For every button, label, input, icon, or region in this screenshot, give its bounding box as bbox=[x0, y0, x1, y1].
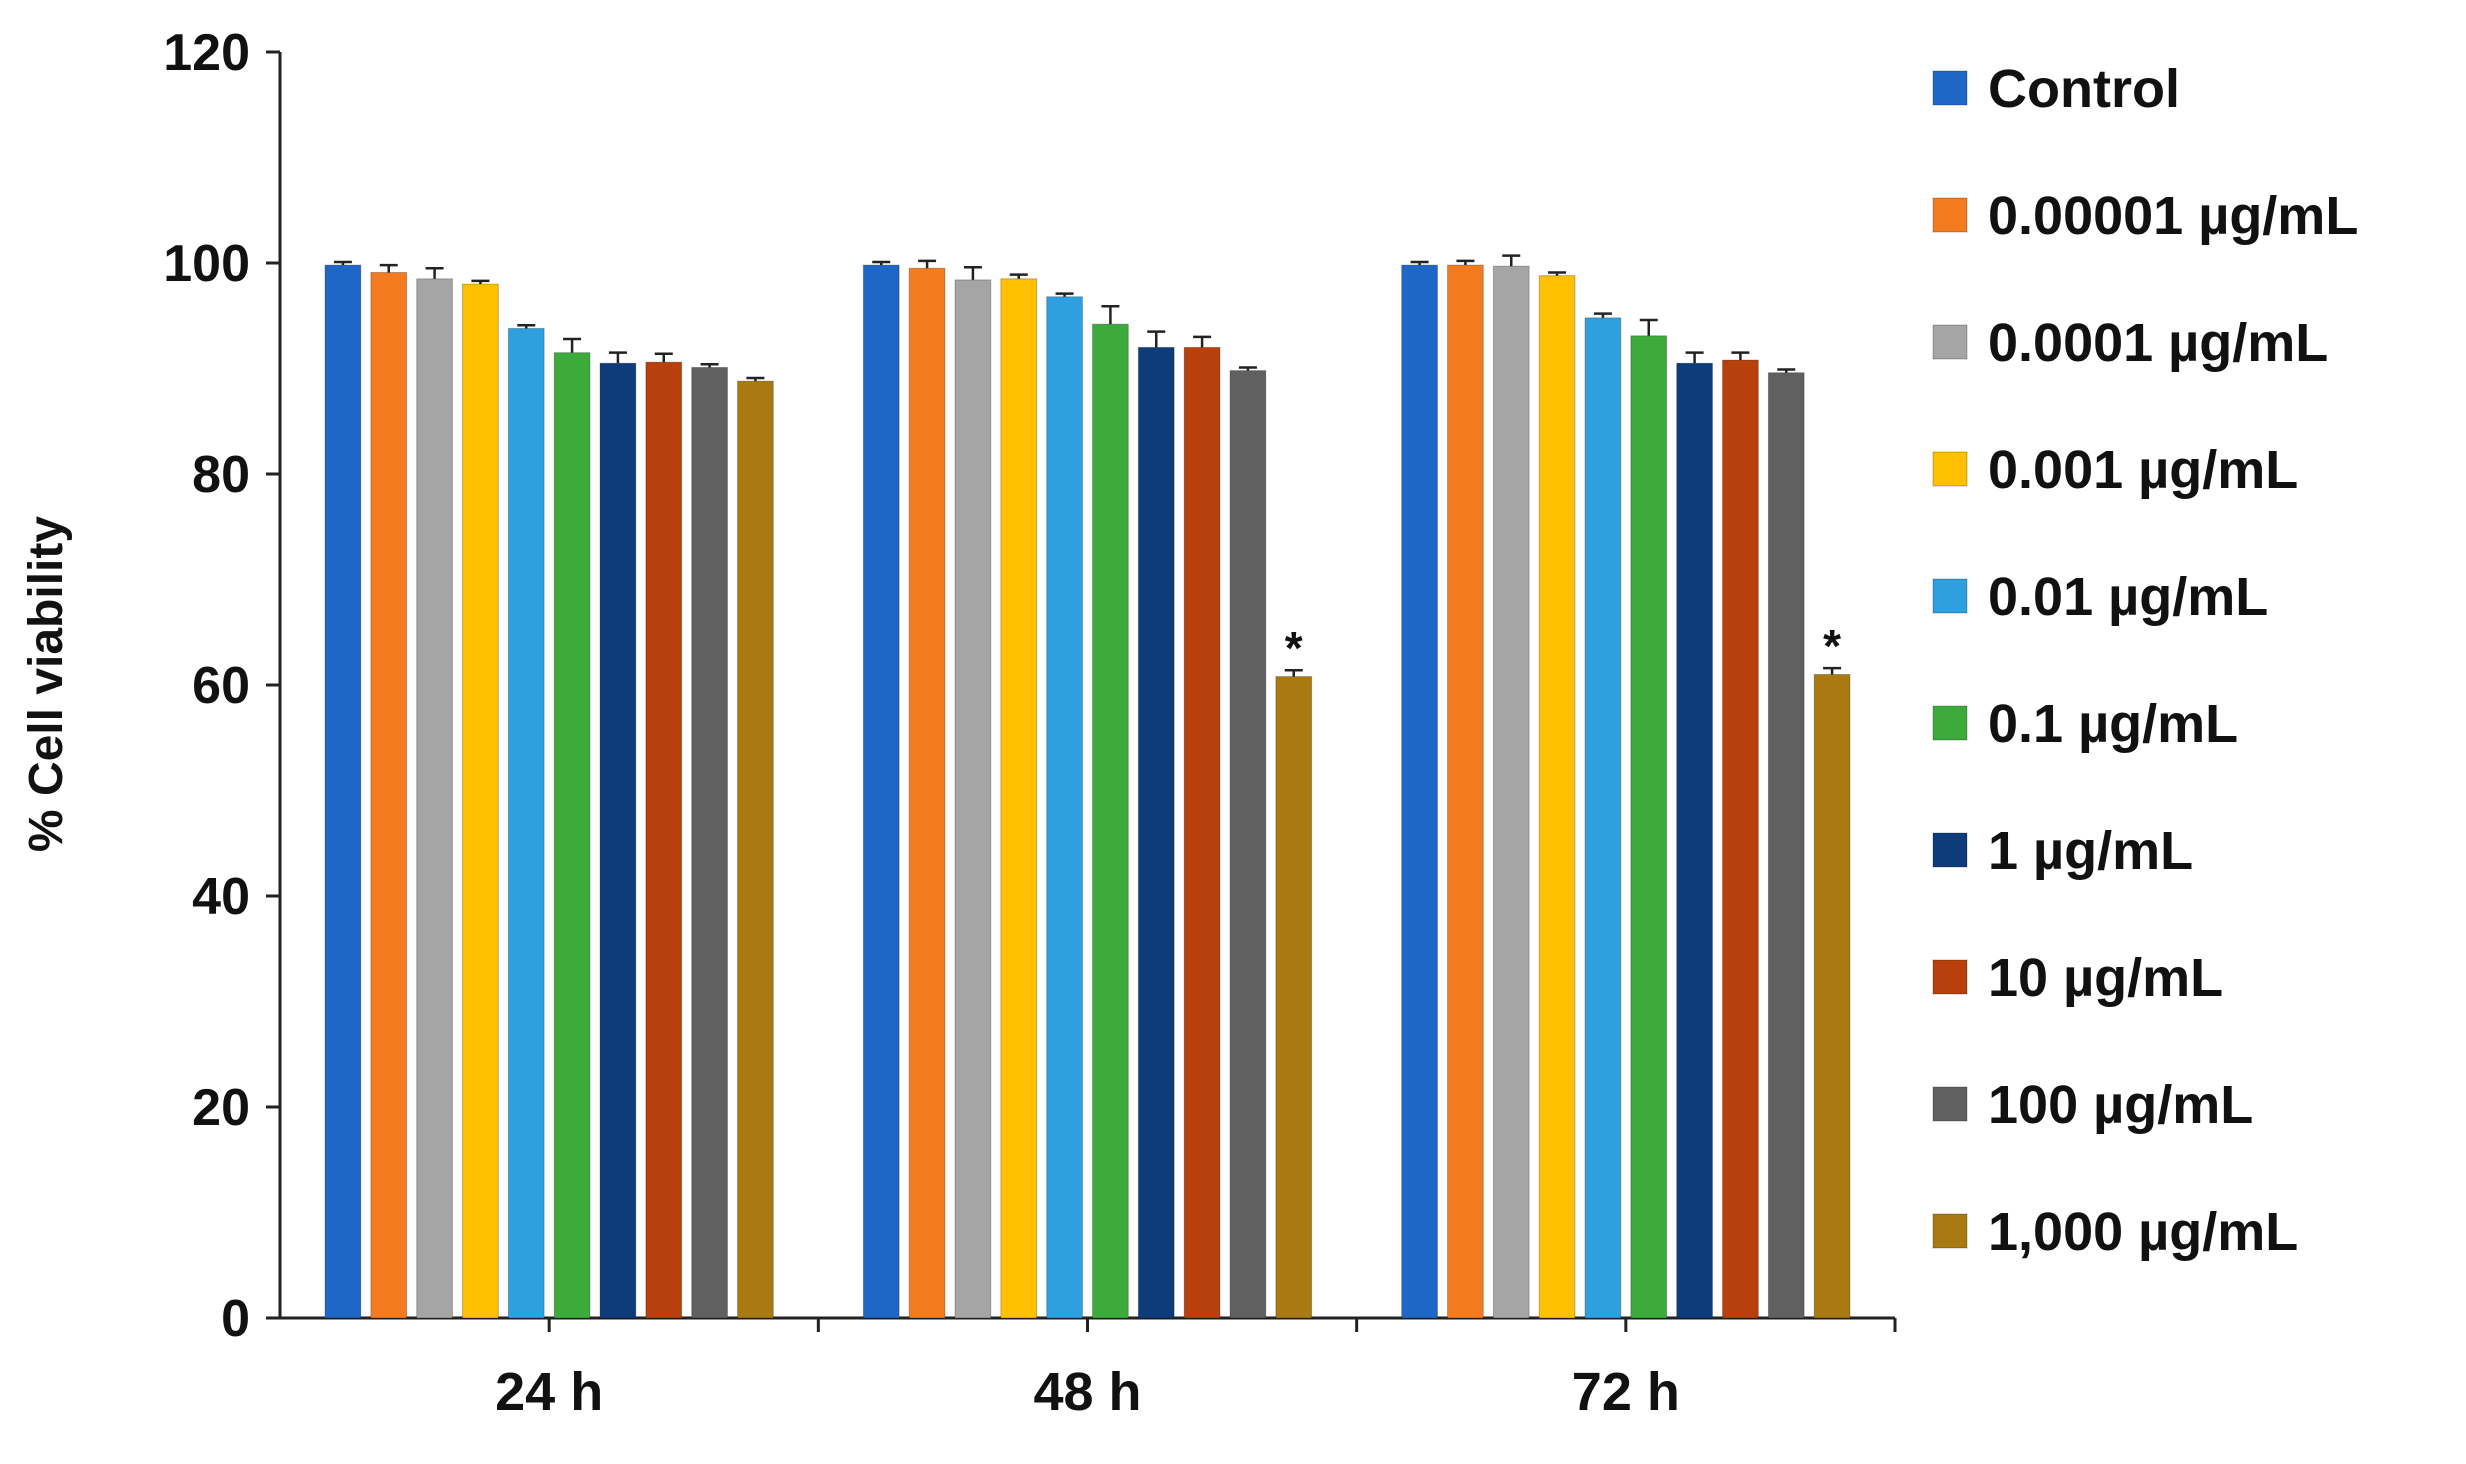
bar bbox=[1538, 275, 1576, 1319]
bar bbox=[1767, 372, 1805, 1319]
bar bbox=[462, 283, 499, 1319]
bar bbox=[1584, 317, 1622, 1319]
y-tick-label: 0 bbox=[221, 1290, 250, 1348]
y-tick-label: 80 bbox=[192, 446, 250, 504]
x-category-label: 48 h bbox=[1033, 1362, 1141, 1422]
bar bbox=[1722, 359, 1759, 1319]
legend-label: 0.01 µg/mL bbox=[1988, 567, 2268, 627]
bar bbox=[1137, 346, 1175, 1319]
legend-swatch bbox=[1932, 705, 1968, 741]
bar bbox=[370, 271, 408, 1319]
legend-swatch bbox=[1932, 70, 1968, 106]
legend-swatch bbox=[1932, 959, 1968, 995]
bar bbox=[1046, 296, 1083, 1319]
legend-swatch bbox=[1932, 451, 1968, 487]
bars: * * bbox=[324, 254, 1851, 1319]
bar bbox=[1492, 265, 1530, 1319]
legend-label: 1 µg/mL bbox=[1988, 821, 2193, 881]
significance-marker: * bbox=[1823, 620, 1841, 672]
bar bbox=[1813, 673, 1851, 1319]
bar bbox=[1676, 362, 1713, 1319]
legend-label: 0.0001 µg/mL bbox=[1988, 313, 2328, 373]
significance-marker: * bbox=[1285, 622, 1303, 674]
legend-swatch bbox=[1932, 832, 1968, 868]
bar bbox=[416, 278, 453, 1319]
bar bbox=[862, 264, 900, 1319]
bar bbox=[691, 366, 728, 1319]
legend-label: 0.1 µg/mL bbox=[1988, 694, 2238, 754]
bar bbox=[1000, 278, 1038, 1319]
y-tick-label: 100 bbox=[163, 235, 250, 293]
bar bbox=[507, 327, 545, 1319]
bar bbox=[1229, 370, 1267, 1319]
legend-label: 10 µg/mL bbox=[1988, 948, 2223, 1008]
bar bbox=[324, 264, 362, 1319]
y-axis-title: % Cell viability bbox=[20, 516, 73, 852]
bar bbox=[1275, 676, 1313, 1319]
x-category-label: 24 h bbox=[495, 1362, 603, 1422]
y-tick-label: 120 bbox=[163, 24, 250, 82]
legend-swatch bbox=[1932, 1086, 1968, 1122]
bar bbox=[1092, 323, 1129, 1319]
bar bbox=[1183, 346, 1221, 1319]
bar bbox=[599, 362, 637, 1319]
bar bbox=[908, 267, 946, 1319]
legend-label: 0.001 µg/mL bbox=[1988, 440, 2298, 500]
legend-label: 100 µg/mL bbox=[1988, 1075, 2253, 1135]
legend-swatch bbox=[1932, 1213, 1968, 1249]
legend-label: Control bbox=[1988, 59, 2180, 119]
y-tick-label: 60 bbox=[192, 657, 250, 715]
legend-label: 0.00001 µg/mL bbox=[1988, 186, 2358, 246]
bar bbox=[1447, 264, 1484, 1319]
bar bbox=[954, 279, 992, 1319]
axes: 0 20 40 60 80 100 120 24 h 48 h 72 h bbox=[163, 24, 1897, 1422]
bar bbox=[737, 380, 774, 1319]
bar bbox=[1630, 335, 1668, 1319]
bar bbox=[553, 352, 591, 1319]
legend-label: 1,000 µg/mL bbox=[1988, 1202, 2298, 1262]
bar bbox=[645, 361, 683, 1319]
legend: Control 0.00001 µg/mL 0.0001 µg/mL 0.001 µg… bbox=[1932, 59, 2358, 1262]
y-tick-label: 40 bbox=[192, 868, 250, 926]
bar bbox=[1401, 264, 1438, 1319]
legend-swatch bbox=[1932, 578, 1968, 614]
y-tick-label: 20 bbox=[192, 1079, 250, 1137]
legend-swatch bbox=[1932, 324, 1968, 360]
legend-swatch bbox=[1932, 197, 1968, 233]
x-category-label: 72 h bbox=[1572, 1362, 1680, 1422]
